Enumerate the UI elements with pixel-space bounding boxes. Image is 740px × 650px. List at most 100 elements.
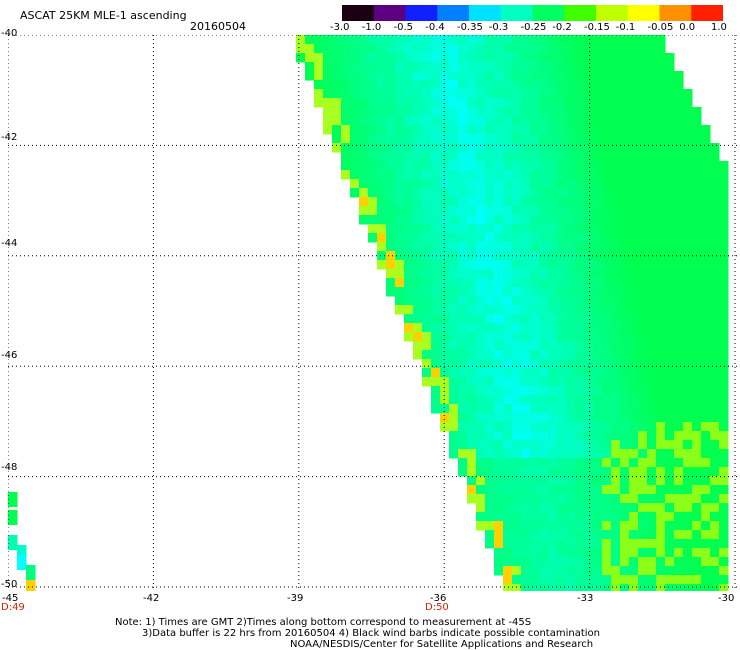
swath-cell	[395, 179, 405, 189]
swath-cell	[665, 395, 675, 405]
swath-cell	[368, 107, 378, 117]
swath-cell	[647, 539, 657, 549]
swath-cell	[467, 413, 477, 423]
swath-cell	[611, 386, 621, 396]
swath-cell	[647, 242, 657, 252]
time-mark: D:50	[425, 602, 449, 613]
swath-cell	[692, 350, 702, 360]
swath-cell	[629, 107, 639, 117]
swath-cell	[431, 404, 441, 414]
swath-cell	[494, 278, 504, 288]
swath-cell	[647, 188, 657, 198]
swath-cell	[593, 386, 603, 396]
swath-cell	[719, 485, 729, 495]
swath-cell	[611, 341, 621, 351]
swath-cell	[602, 575, 612, 585]
swath-cell	[674, 404, 684, 414]
swath-cell	[557, 197, 567, 207]
swath-cell	[602, 368, 612, 378]
swath-cell	[386, 89, 396, 99]
swath-cell	[467, 305, 477, 315]
swath-cell	[575, 557, 585, 567]
swath-cell	[476, 98, 486, 108]
swath-cell	[440, 179, 450, 189]
swath-cell	[440, 107, 450, 117]
swath-cell	[719, 224, 729, 234]
swath-cell	[719, 197, 729, 207]
swath-cell	[350, 35, 360, 45]
swath-cell	[476, 377, 486, 387]
swath-cell	[620, 422, 630, 432]
swath-cell	[692, 116, 702, 126]
swath-cell	[431, 242, 441, 252]
swath-cell	[548, 215, 558, 225]
swath-cell	[683, 350, 693, 360]
swath-cell	[521, 224, 531, 234]
swath-cell	[449, 152, 459, 162]
swath-cell	[530, 62, 540, 72]
swath-cell	[431, 89, 441, 99]
swath-cell	[530, 350, 540, 360]
swath-cell	[323, 98, 333, 108]
swath-cell	[629, 341, 639, 351]
swath-cell	[476, 296, 486, 306]
colorbar-segment	[564, 5, 597, 21]
swath-cell	[629, 332, 639, 342]
swath-cell	[539, 107, 549, 117]
swath-cell	[557, 242, 567, 252]
swath-cell	[584, 404, 594, 414]
swath-cell	[683, 98, 693, 108]
swath-cell	[485, 143, 495, 153]
swath-cell	[494, 116, 504, 126]
swath-cell	[692, 332, 702, 342]
swath-cell	[692, 368, 702, 378]
swath-cell	[467, 251, 477, 261]
swath-cell	[701, 152, 711, 162]
swath-cell	[440, 332, 450, 342]
swath-cell	[494, 35, 504, 45]
swath-cell	[665, 161, 675, 171]
swath-cell	[611, 557, 621, 567]
colorbar-label: -1.0	[361, 22, 382, 33]
swath-cell	[566, 116, 576, 126]
swath-cell	[467, 242, 477, 252]
graticule	[8, 35, 737, 591]
swath-cell	[521, 404, 531, 414]
swath-cell	[377, 35, 387, 45]
swath-cell	[638, 134, 648, 144]
swath-cell	[530, 449, 540, 459]
swath-cell	[458, 53, 468, 63]
swath-cell	[620, 278, 630, 288]
swath-cell	[548, 548, 558, 558]
swath-cell	[692, 188, 702, 198]
swath-cell	[584, 278, 594, 288]
swath-cell	[494, 125, 504, 135]
swath-cell	[656, 413, 666, 423]
swath-cell	[620, 557, 630, 567]
swath-cell	[377, 152, 387, 162]
swath-cell	[503, 458, 513, 468]
swath-cell	[431, 323, 441, 333]
swath-cell	[494, 233, 504, 243]
swath-cell	[422, 62, 432, 72]
swath-cell	[611, 116, 621, 126]
swath-cell	[665, 170, 675, 180]
swath-cell	[404, 260, 414, 270]
swath-cell	[548, 71, 558, 81]
swath-cell	[647, 116, 657, 126]
swath-cell	[521, 62, 531, 72]
swath-cell	[413, 179, 423, 189]
swath-cell	[656, 557, 666, 567]
swath-cell	[584, 575, 594, 585]
swath-cell	[629, 440, 639, 450]
swath-cell	[368, 224, 378, 234]
swath-cell	[512, 503, 522, 513]
swath-cell	[539, 476, 549, 486]
swath-cell	[521, 305, 531, 315]
swath-cell	[476, 116, 486, 126]
swath-cell	[566, 413, 576, 423]
swath-cell	[548, 62, 558, 72]
swath-cell	[440, 116, 450, 126]
swath-cell	[602, 143, 612, 153]
swath-cell	[395, 53, 405, 63]
